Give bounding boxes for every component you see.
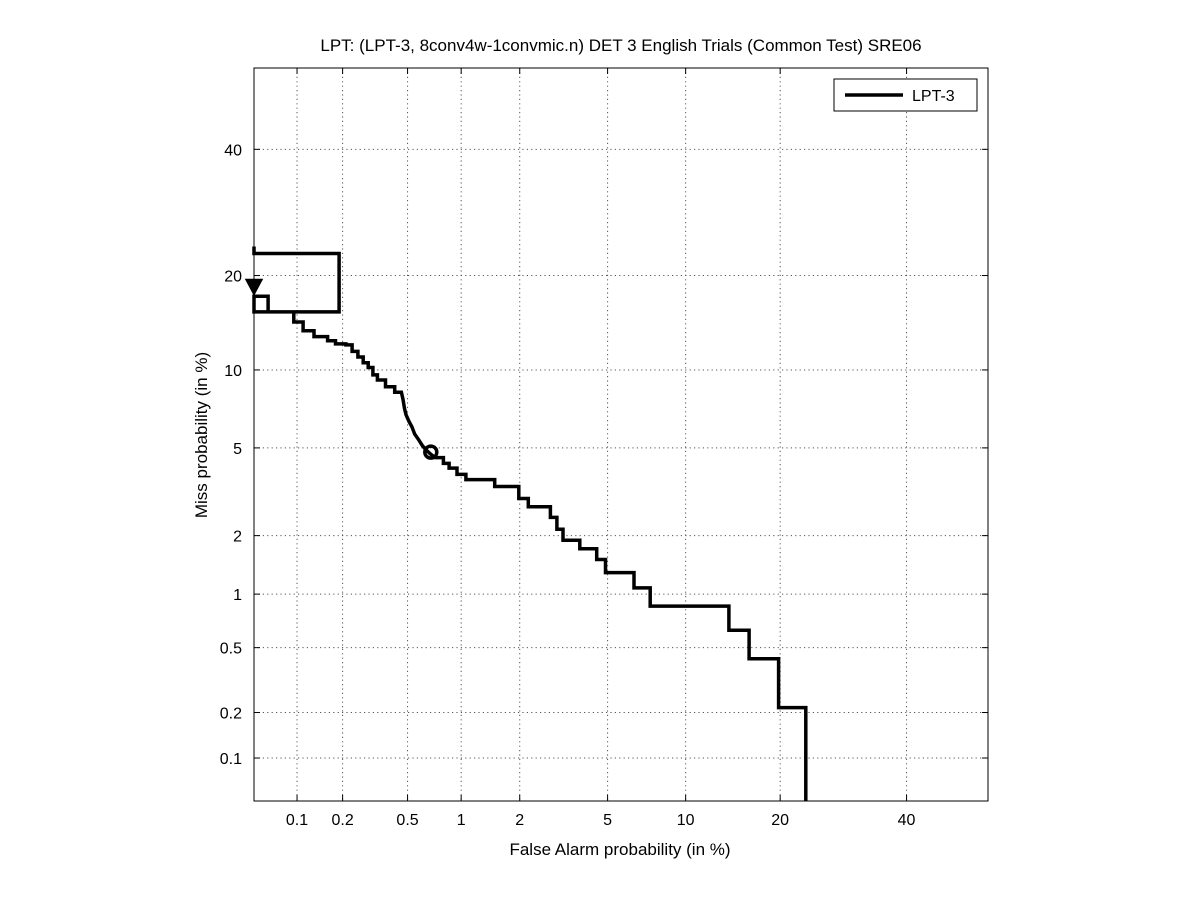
- x-tick-label: 0.1: [286, 812, 308, 829]
- y-tick-label: 5: [233, 441, 242, 458]
- y-tick-label: 10: [224, 363, 242, 380]
- y-axis-label: Miss probability (in %): [192, 352, 211, 518]
- x-tick-label: 40: [898, 812, 916, 829]
- y-tick-label: 0.2: [220, 706, 242, 723]
- x-tick-label: 1: [457, 812, 466, 829]
- series-line-lpt-3: [252, 246, 808, 801]
- y-tick-label: 2: [233, 529, 242, 546]
- y-tick-label: 0.5: [220, 641, 242, 658]
- legend-label-lpt-3: LPT-3: [912, 88, 955, 105]
- min-dcf-marker: [423, 444, 439, 460]
- x-axis-label: False Alarm probability (in %): [509, 840, 730, 859]
- marker-layer: [244, 278, 439, 460]
- y-tick-label: 20: [224, 269, 242, 286]
- legend: LPT-3: [833, 78, 978, 112]
- x-tick-label: 5: [603, 812, 612, 829]
- y-tick-label: 40: [224, 142, 242, 159]
- x-tick-label: 2: [515, 812, 524, 829]
- x-tick-label: 0.2: [331, 812, 353, 829]
- y-axis-ticks: 0.1 0.2 0.5 1 2 5 10 20 40: [220, 142, 988, 768]
- y-tick-label: 0.1: [220, 751, 242, 768]
- plot-area-frame: [253, 67, 989, 802]
- series-layer: [252, 246, 808, 801]
- x-tick-label: 10: [677, 812, 695, 829]
- grid: [254, 68, 988, 801]
- actual-dcf-marker: [244, 278, 264, 297]
- y-tick-label: 1: [233, 587, 242, 604]
- chart-title: LPT: (LPT-3, 8conv4w-1convmic.n) DET 3 E…: [320, 36, 921, 55]
- x-tick-label: 20: [771, 812, 789, 829]
- x-axis-ticks: 0.1 0.2 0.5 1 2 5 10 20 40: [286, 68, 916, 829]
- x-tick-label: 0.5: [396, 812, 418, 829]
